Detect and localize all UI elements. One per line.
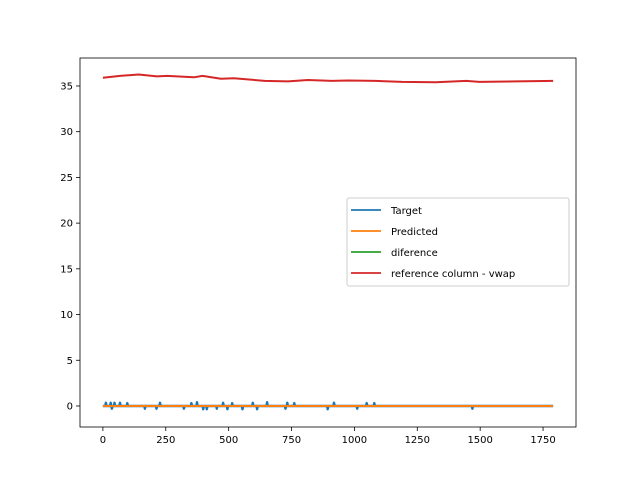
legend-label: Target — [390, 206, 422, 217]
x-tick-label: 500 — [219, 435, 238, 446]
x-tick-label: 1000 — [342, 435, 367, 446]
y-tick-label: 30 — [60, 127, 73, 138]
series-vwap-line — [102, 73, 554, 84]
y-tick-label: 5 — [67, 356, 73, 367]
y-tick-label: 25 — [60, 173, 73, 184]
y-tick-label: 15 — [60, 264, 73, 275]
legend-label: reference column - vwap — [391, 269, 515, 280]
x-tick-label: 1500 — [467, 435, 492, 446]
y-tick-label: 10 — [60, 310, 73, 321]
legend-label: diference — [391, 248, 438, 259]
legend: Target Predicted diference reference column… — [346, 197, 570, 287]
y-tick-label: 20 — [60, 219, 73, 230]
x-tick-label: 0 — [100, 435, 106, 446]
x-tick-label: 1250 — [405, 435, 430, 446]
x-tick-label: 250 — [156, 435, 175, 446]
y-axis: 0 5 10 15 20 25 30 35 — [60, 81, 80, 412]
axes-frame — [79, 57, 577, 428]
x-tick-label: 1750 — [530, 435, 555, 446]
x-tick-label: 750 — [282, 435, 301, 446]
plot-area — [102, 73, 554, 411]
legend-frame — [346, 197, 570, 287]
y-tick-label: 35 — [60, 81, 73, 92]
x-axis: 0 250 500 750 1000 1250 1500 1750 — [100, 427, 556, 446]
legend-label: Predicted — [391, 227, 438, 238]
y-tick-label: 0 — [67, 401, 73, 412]
